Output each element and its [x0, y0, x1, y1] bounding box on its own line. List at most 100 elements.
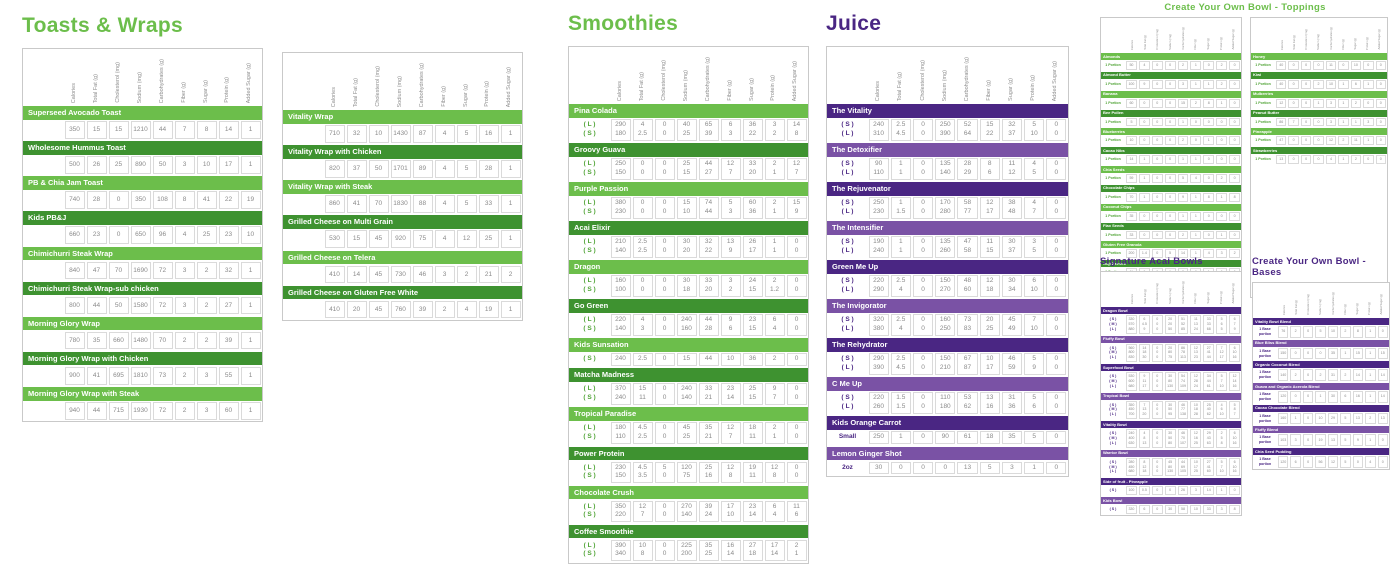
nutrition-value: 0	[662, 238, 667, 246]
section-header: Fluffy Bowl	[1101, 334, 1241, 343]
nutrition-value: 86	[1181, 345, 1185, 350]
nutrition-value: 0	[1381, 459, 1384, 464]
section-header: Peanut Butter	[1251, 108, 1387, 117]
nutrition-value: 28	[92, 196, 101, 204]
nutrition-value-cell: 39	[218, 331, 239, 350]
nutrition-value-cell: 0	[912, 431, 934, 445]
nutrition-value: 230	[873, 207, 885, 215]
nutrition-value-cell: 0	[1302, 391, 1314, 403]
nutrition-value: 44	[704, 355, 713, 363]
nutrition-value: 1	[248, 371, 253, 379]
nutrition-value-cell: 1	[1350, 117, 1362, 127]
nutrition-value-cell: 1	[1138, 192, 1150, 202]
nutrition-value-cell: 0	[1300, 136, 1312, 146]
nutrition-value-cell: 14	[1352, 369, 1364, 382]
nutrition-value-cell: 5	[456, 160, 477, 178]
nutrition-value: 30	[1008, 238, 1016, 246]
nutrition-value-cell: 2.5 2.5	[632, 236, 653, 258]
column-header-label: Added Sugar (g)	[792, 60, 799, 101]
nutrition-value: 2	[794, 541, 799, 549]
nutrition-value: 24	[1193, 326, 1198, 331]
nutrition-value: 25	[1193, 440, 1198, 445]
nutrition-value: 2	[1220, 81, 1223, 86]
nutrition-value: 53	[963, 394, 972, 402]
nutrition-value-cell: 10	[1315, 412, 1326, 425]
nutrition-value-cell: 0	[1164, 486, 1176, 496]
nutrition-value: 450	[1128, 407, 1135, 412]
nutrition-value-cell: 1	[1203, 136, 1215, 146]
nutrition-value-cell: 23 15	[742, 314, 763, 336]
nutrition-value: 0	[1169, 63, 1172, 67]
column-header: Protein (g)	[1363, 37, 1373, 50]
size-label: ( S )	[1102, 505, 1124, 514]
nutrition-value: 150	[615, 472, 626, 480]
column-header-label: Fiber (g)	[985, 80, 992, 101]
section-header: Superseed Avocado Toast	[23, 105, 262, 120]
nutrition-value: 0	[921, 355, 925, 363]
nutrition-value: 0	[1143, 138, 1146, 143]
nutrition-value: 0	[1156, 81, 1159, 86]
nutrition-value: 0	[662, 502, 667, 510]
size-label: ( S )	[1102, 486, 1124, 495]
nutrition-value: 110	[940, 394, 951, 402]
nutrition-value-cell: 100	[1126, 79, 1137, 89]
nutrition-value: 39	[224, 336, 233, 344]
nutrition-value: 34	[1008, 285, 1016, 293]
nutrition-value: 28	[704, 324, 713, 332]
nutrition-value: 10	[1129, 138, 1134, 143]
nutrition-value: 6	[1143, 317, 1146, 321]
bases-table: Calories Total Fat (g) Cholesterol (mg) Sod…	[1252, 282, 1390, 470]
nutrition-value-cell: 530	[324, 230, 345, 249]
nutrition-value: 1	[1182, 119, 1184, 124]
column-header: Sodium (mg)	[1165, 34, 1176, 50]
nutrition-value-cell: 18 11	[742, 422, 763, 445]
section-header: Vitality Wrap with Steak	[283, 179, 522, 194]
nutrition-value-cell: 0	[1164, 98, 1176, 108]
nutrition-value: 10	[1219, 383, 1224, 388]
nutrition-value: 70	[114, 266, 123, 274]
nutrition-value-cell: 1	[1190, 249, 1202, 259]
nutrition-value-cell: 72	[152, 296, 173, 315]
nutrition-value: 7	[1233, 412, 1236, 417]
nutrition-value-cell: 60 36	[742, 197, 763, 219]
nutrition-value: 83	[963, 324, 972, 332]
nutrition-value-cell: 20 20 50	[1164, 315, 1176, 334]
nutrition-value: 11	[1008, 160, 1016, 168]
nutrition-value: 27	[748, 541, 757, 549]
size-label-line: ( L )	[583, 238, 596, 246]
nutrition-value: 7	[1143, 402, 1146, 407]
nutrition-value-cell: 44 69 105	[1177, 457, 1189, 477]
nutrition-value-cell: 28	[478, 160, 499, 178]
size-label-line: ( S )	[583, 168, 596, 176]
nutrition-value: 2	[772, 160, 777, 168]
nutrition-value: 330	[1128, 317, 1135, 321]
nutrition-value-cell: 46 77 138	[1177, 400, 1189, 420]
column-header-label: Added Sugar (g)	[1231, 283, 1236, 304]
nutrition-value: 26	[748, 238, 757, 246]
nutrition-value: 15	[1355, 351, 1360, 356]
nutrition-value-cell: 54 74 109	[1177, 372, 1189, 391]
size-label: 1 Portion	[1252, 136, 1274, 145]
nutrition-row: ( S )( L ) 220 260 1.5 1.5 0 0 110 180 53 62 13 16 31…	[827, 390, 1068, 416]
nutrition-value: 35	[92, 336, 101, 344]
nutrition-value: 10	[1030, 324, 1038, 332]
column-headers: Calories Total Fat (g) Cholesterol (mg) Sod…	[1253, 283, 1389, 317]
nutrition-value: 0	[1156, 100, 1159, 105]
size-label: ( S )( L )	[829, 158, 867, 180]
nutrition-value: 8	[1207, 194, 1210, 199]
column-header-label: Sodium (mg)	[1167, 33, 1172, 50]
nutrition-value-cell: 50	[368, 160, 389, 178]
nutrition-value: 0	[921, 463, 925, 471]
nutrition-value-cell: 13	[1352, 412, 1364, 425]
section-header: Chocolate Chips	[1101, 183, 1241, 192]
nutrition-value: 0	[794, 285, 799, 293]
nutrition-value: 0	[1233, 63, 1236, 67]
nutrition-value: 46	[1008, 355, 1016, 363]
nutrition-value: 75	[418, 235, 427, 243]
nutrition-value-cell: 0	[1375, 61, 1386, 70]
nutrition-value-cell: 13	[1327, 434, 1339, 447]
nutrition-value-cell: 1	[500, 195, 521, 213]
column-header: Fiber (g)	[434, 86, 454, 107]
nutrition-value: 1830	[393, 200, 408, 208]
